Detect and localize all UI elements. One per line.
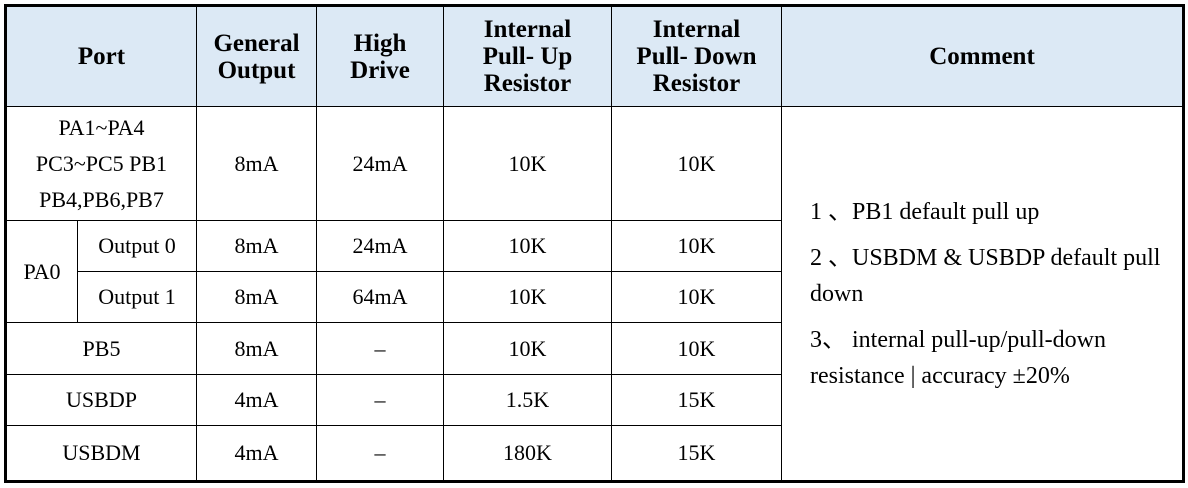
comment-1: 1 、PB1 default pull up (810, 198, 1040, 225)
port-cell: USBDP (5, 374, 197, 426)
port-cell: USBDM (5, 425, 197, 482)
general-cell: 8mA (196, 220, 317, 272)
high-cell: 24mA (316, 220, 444, 272)
sub-port-cell: Output 0 (77, 220, 197, 272)
header-row: Port General Output High Drive Internal Pul… (5, 5, 1184, 107)
pull-down-cell: 15K (611, 374, 782, 426)
high-cell: – (316, 374, 444, 426)
header-pull-down: Internal Pull- Down Resistor (611, 5, 782, 107)
high-cell: – (316, 425, 444, 482)
header-comment: Comment (781, 5, 1184, 107)
port-cell: PA1~PA4 PC3~PC5 PB1 PB4,PB6,PB7 (5, 106, 197, 221)
pull-up-cell: 10K (443, 322, 612, 375)
table-row: USBDP 4mA – 1.5K 15K (5, 374, 1184, 426)
pull-down-cell: 10K (611, 106, 782, 221)
header-pull-up: Internal Pull- Up Resistor (443, 5, 612, 107)
table-row: Output 1 8mA 64mA 10K 10K (6, 271, 1184, 323)
comment-2: 2 、USBDM & USBDP default pull down (810, 244, 1161, 307)
general-cell: 4mA (196, 374, 317, 426)
port-cell: PB5 (5, 322, 197, 375)
general-cell: 8mA (196, 322, 317, 375)
table-row: PB5 8mA – 10K 10K (5, 322, 1184, 375)
pull-down-cell: 10K (611, 220, 782, 272)
sub-port-cell: Output 1 (77, 271, 197, 323)
pull-up-cell: 10K (443, 106, 612, 221)
pull-down-cell: 10K (611, 322, 782, 375)
header-port: Port (5, 5, 197, 107)
pull-up-cell: 180K (443, 425, 612, 482)
high-cell: 24mA (316, 106, 444, 221)
general-cell: 8mA (196, 106, 317, 221)
pull-down-cell: 15K (611, 425, 782, 482)
pull-down-cell: 10K (611, 271, 782, 323)
table-row: USBDM 4mA – 180K 15K (5, 425, 1184, 482)
comment-3: 3、 internal pull-up/pull-down resistance… (810, 326, 1106, 389)
pull-up-cell: 10K (443, 271, 612, 323)
pull-up-cell: 1.5K (443, 374, 612, 426)
general-cell: 4mA (196, 425, 317, 482)
port-spec-table: Port General Output High Drive Internal Pul… (4, 4, 1185, 483)
general-cell: 8mA (196, 271, 317, 323)
header-general-output: General Output (196, 5, 317, 107)
comment-cell: 1 、PB1 default pull up 2 、USBDM & USBDP … (781, 106, 1184, 482)
header-high-drive: High Drive (316, 5, 444, 107)
table-row: PA1~PA4 PC3~PC5 PB1 PB4,PB6,PB7 8mA 24mA 1… (5, 106, 1184, 482)
port-cell: PA0 (5, 220, 78, 323)
pull-up-cell: 10K (443, 220, 612, 272)
high-cell: – (316, 322, 444, 375)
high-cell: 64mA (316, 271, 444, 323)
